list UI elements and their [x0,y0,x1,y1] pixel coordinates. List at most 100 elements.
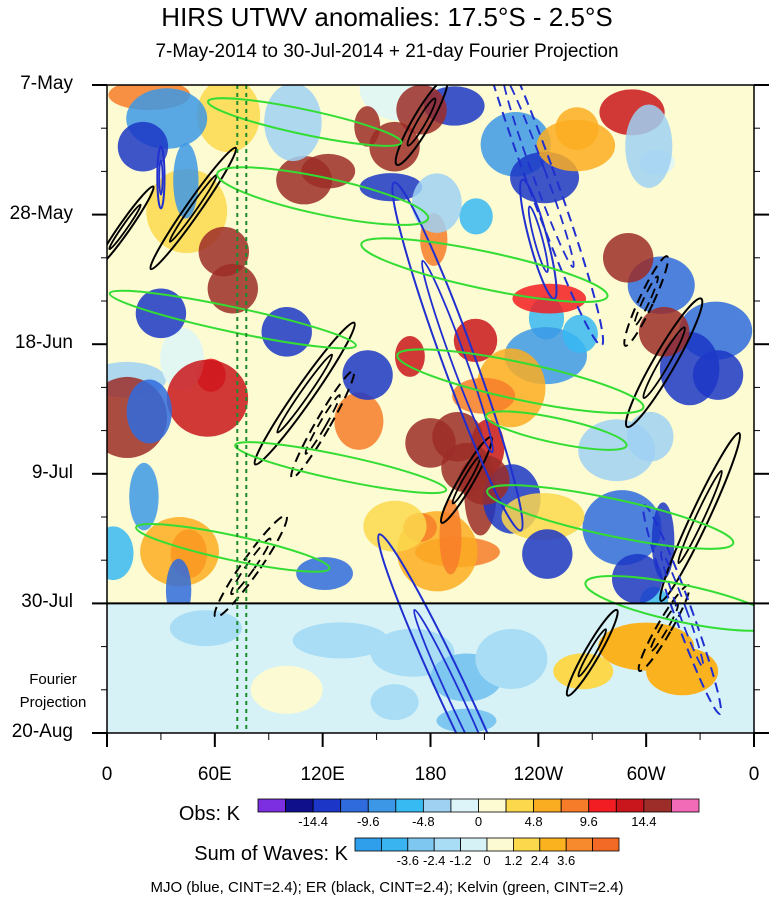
obs-anomaly-blob [582,490,662,566]
colorbar-swatch [285,798,314,813]
obs-anomaly-blob [453,318,498,363]
mjo-contour [659,551,705,668]
er-contour [624,297,704,429]
obs-anomaly-blob [264,85,322,162]
mjo-contour [391,181,524,532]
obs-anomaly-blob [173,142,199,219]
colorbar-swatch [460,837,488,852]
colorbar-tick-label: -14.4 [298,814,328,829]
projection-anomaly-field [107,603,754,733]
kelvin-contour [206,97,403,147]
waves-colorbar [354,837,620,852]
projection-anomaly-blob [250,665,323,714]
colorbar-tick-label: -1.2 [449,853,472,868]
obs-anomaly-blob [126,379,172,444]
obs-anomaly-blob [405,418,456,468]
colorbar-swatch [513,837,541,852]
obs-anomaly-blob [611,553,663,604]
y-tick-label: 30-Jul [21,591,73,613]
x-tick-label: 120E [300,764,345,785]
x-tick-label: 0 [101,764,113,785]
mjo-contour [413,608,502,733]
er-contour [108,203,142,251]
obs-anomaly-blob [459,198,493,235]
kelvin-contour [396,348,645,415]
obs-anomaly-blob [140,517,219,587]
mjo-contour [421,259,494,454]
obs-colorbar-name: Obs: K [178,803,240,825]
kelvin-contour [108,289,357,350]
colorbar-swatch [340,798,369,813]
colorbar-swatch [395,798,424,813]
wave-contours [107,85,754,733]
obs-anomaly-blob [411,173,462,233]
obs-anomaly-blob [625,104,673,188]
chart-subtitle: 7-May-2014 to 30-Jul-2014 + 21-day Fouri… [155,41,619,62]
er-contour [213,514,288,619]
obs-anomaly-blob [166,359,249,437]
x-tick-label: 120W [513,764,564,785]
obs-anomaly-blob [301,153,356,189]
obs-anomaly-blob [107,526,134,581]
chart-title: HIRS UTWV anomalies: 17.5°S - 2.5°S [161,2,613,32]
obs-anomaly-blob [394,336,425,377]
contour-legend-footer: MJO (blue, CINT=2.4); ER (black, CINT=2.… [150,879,624,896]
kelvin-contour [486,484,735,550]
projection-anomaly-blob [370,684,419,721]
mjo-contour [377,533,538,733]
er-contour [677,469,723,565]
obs-anomaly-blob [359,173,423,202]
colorbar-swatch [312,798,342,813]
colorbar-swatch [422,798,452,813]
obs-anomaly-blob [522,529,573,579]
obs-anomaly-blob [363,500,427,552]
obs-anomaly-blob [512,283,587,314]
colorbar-tick-label: 9.6 [579,814,598,829]
projection-anomaly-blob [292,622,389,659]
colorbar-tick-label: 3.6 [557,853,576,868]
colorbar-swatch [257,798,286,813]
colorbar-swatch [367,798,397,813]
colorbar-swatch [450,798,479,813]
x-tick-label: 60W [626,764,666,785]
colorbar-swatch [615,798,645,813]
obs-anomaly-blob [296,556,353,590]
colorbar-swatch [505,798,535,813]
mjo-contour [156,145,166,210]
er-contour [577,628,608,678]
kelvin-contour [360,237,609,303]
kelvin-contour [135,523,331,573]
projection-anomaly-blob [436,708,497,733]
obs-anomaly-blob [692,350,744,400]
y-tick-label: 20-Aug [11,721,73,742]
er-contour [623,255,670,347]
er-contour [149,146,238,271]
colorbar-swatch [533,798,562,813]
projection-anomaly-blob [646,647,719,696]
obs-anomaly-blob [196,85,261,153]
colorbar-tick-label: 2.4 [530,853,549,868]
obs-anomaly-blob [334,392,384,450]
mjo-contour [519,178,558,300]
colorbar-swatch [486,837,514,852]
colorbar-tick-label: 1.2 [504,853,523,868]
colorbar-tick-label: 4.8 [524,814,543,829]
er-contour [565,608,619,697]
projection-anomaly-blob [475,628,548,689]
colorbar-swatch [643,798,672,813]
kelvin-contour [584,575,754,632]
fourier-projection-label: Fourier Projection [8,668,98,714]
x-tick-label: 60E [197,764,232,785]
colorbar-swatch [478,798,507,813]
obs-anomaly-blob [117,121,169,172]
er-contour [253,321,356,466]
mjo-contour [472,85,605,347]
x-tick-label: 180 [414,764,447,785]
mjo-contour [502,85,575,269]
projection-anomaly-blob [169,610,242,647]
y-tick-label: 18-Jun [14,332,73,354]
obs-colorbar [257,798,700,813]
waves-colorbar-name: Sum of Waves: K [194,843,348,865]
er-contour [406,97,437,147]
